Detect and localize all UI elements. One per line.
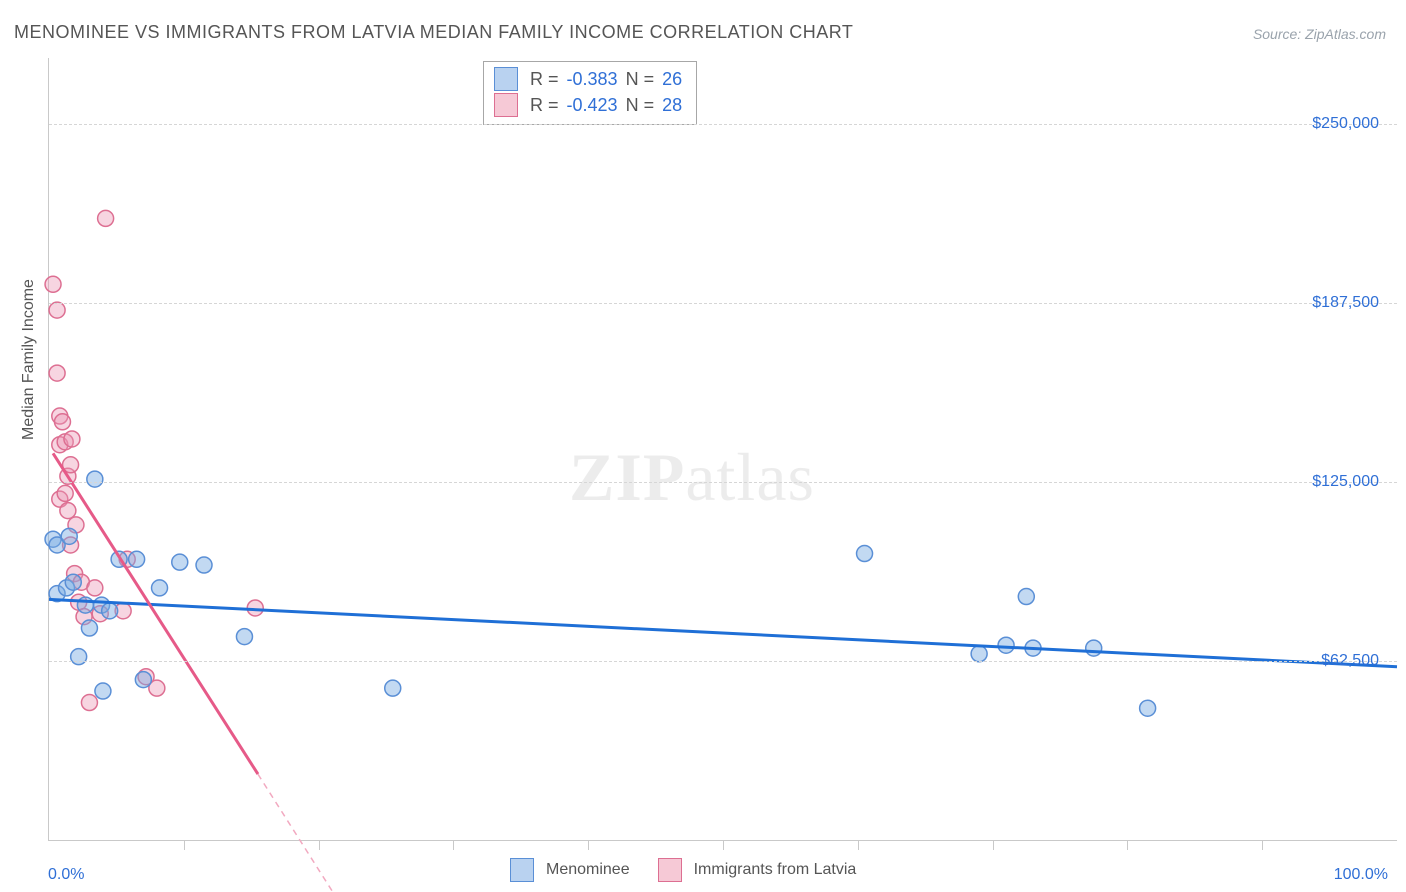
bottom-legend: Menominee Immigrants from Latvia bbox=[510, 858, 856, 882]
r-value-a: -0.383 bbox=[567, 66, 618, 92]
n-value-b: 28 bbox=[662, 92, 682, 118]
y-gridline bbox=[49, 482, 1397, 483]
x-tick bbox=[184, 840, 185, 850]
y-gridline bbox=[49, 124, 1397, 125]
x-tick bbox=[588, 840, 589, 850]
chart-svg bbox=[49, 58, 1397, 840]
n-label-a: N = bbox=[626, 66, 655, 92]
y-tick-label: $250,000 bbox=[1312, 115, 1379, 133]
legend-swatch-a-icon bbox=[510, 858, 534, 882]
r-value-b: -0.423 bbox=[567, 92, 618, 118]
y-tick-label: $62,500 bbox=[1321, 652, 1379, 670]
x-tick bbox=[723, 840, 724, 850]
y-axis-label: Median Family Income bbox=[20, 279, 38, 440]
plot-area: ZIPatlas R = -0.383 N = 26 R = -0.423 N … bbox=[48, 58, 1397, 841]
y-tick-label: $125,000 bbox=[1312, 473, 1379, 491]
legend-swatch-b-icon bbox=[658, 858, 682, 882]
x-tick bbox=[453, 840, 454, 850]
legend-item-b: Immigrants from Latvia bbox=[658, 858, 857, 882]
x-tick bbox=[858, 840, 859, 850]
stats-legend-box: R = -0.383 N = 26 R = -0.423 N = 28 bbox=[483, 61, 697, 125]
legend-item-a: Menominee bbox=[510, 858, 630, 882]
x-tick bbox=[1262, 840, 1263, 850]
r-label-b: R = bbox=[530, 92, 559, 118]
swatch-series-b-icon bbox=[494, 93, 518, 117]
legend-label-b: Immigrants from Latvia bbox=[694, 861, 857, 879]
y-tick-label: $187,500 bbox=[1312, 294, 1379, 312]
source-credit: Source: ZipAtlas.com bbox=[1253, 26, 1386, 42]
y-gridline bbox=[49, 661, 1397, 662]
y-gridline bbox=[49, 303, 1397, 304]
legend-label-a: Menominee bbox=[546, 861, 630, 879]
n-value-a: 26 bbox=[662, 66, 682, 92]
x-tick bbox=[993, 840, 994, 850]
swatch-series-a-icon bbox=[494, 67, 518, 91]
x-tick bbox=[1127, 840, 1128, 850]
x-tick bbox=[319, 840, 320, 850]
stats-row-a: R = -0.383 N = 26 bbox=[494, 66, 682, 92]
r-label-a: R = bbox=[530, 66, 559, 92]
n-label-b: N = bbox=[626, 92, 655, 118]
stats-row-b: R = -0.423 N = 28 bbox=[494, 92, 682, 118]
chart-title: MENOMINEE VS IMMIGRANTS FROM LATVIA MEDI… bbox=[14, 22, 853, 43]
x-axis-min-label: 0.0% bbox=[48, 866, 84, 884]
x-axis-max-label: 100.0% bbox=[1334, 866, 1388, 884]
